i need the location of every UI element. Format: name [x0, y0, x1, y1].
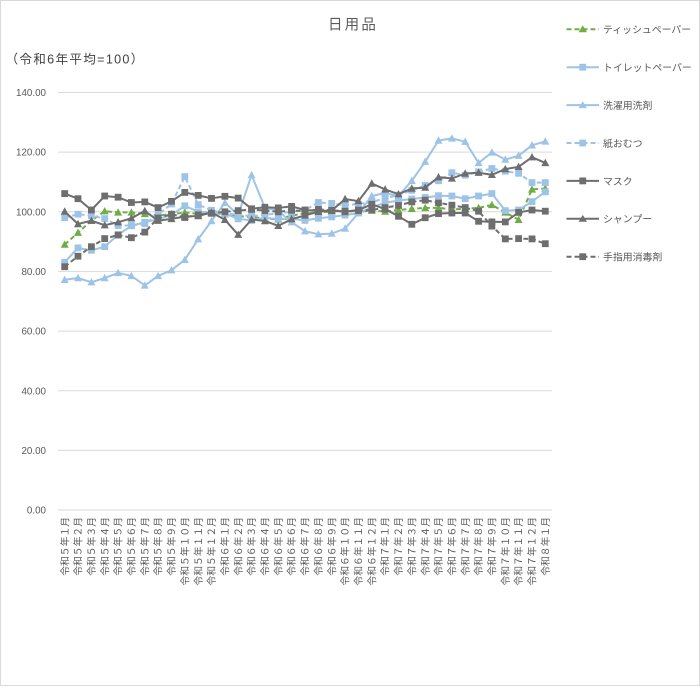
svg-text:令和５年１月: 令和５年１月 [58, 517, 71, 576]
svg-text:令和６年４月: 令和６年４月 [259, 517, 272, 576]
svg-text:令和６年１月: 令和６年１月 [219, 517, 232, 576]
svg-text:令和６年７月: 令和６年７月 [299, 517, 312, 576]
svg-text:令和６年８月: 令和６年８月 [312, 517, 325, 576]
svg-text:令和７年１０月: 令和７年１０月 [499, 517, 512, 586]
svg-text:令和７年４月: 令和７年４月 [419, 517, 432, 576]
svg-text:令和７年８月: 令和７年８月 [472, 517, 485, 576]
svg-text:令和８年１月: 令和８年１月 [539, 517, 552, 576]
svg-text:令和６年３月: 令和６年３月 [245, 517, 258, 576]
svg-text:（令和6年平均=100）: （令和6年平均=100） [6, 53, 145, 67]
svg-text:令和６年２月: 令和６年２月 [232, 517, 245, 576]
svg-text:令和７年２月: 令和７年２月 [392, 517, 405, 576]
svg-text:トイレットペーパー: トイレットペーパー [603, 62, 692, 74]
svg-text:令和６年１１月: 令和６年１１月 [352, 517, 365, 586]
svg-text:令和７年５月: 令和７年５月 [432, 517, 445, 576]
svg-text:ティッシュペーパー: ティッシュペーパー [603, 24, 691, 36]
svg-text:140.00: 140.00 [16, 88, 47, 99]
svg-text:60.00: 60.00 [21, 327, 46, 338]
svg-text:0.00: 0.00 [27, 506, 47, 517]
svg-text:令和６年１２月: 令和６年１２月 [365, 517, 378, 586]
svg-text:令和７年１２月: 令和７年１２月 [526, 517, 539, 586]
svg-text:20.00: 20.00 [21, 446, 46, 457]
svg-text:令和５年７月: 令和５年７月 [138, 517, 151, 576]
svg-text:40.00: 40.00 [21, 386, 46, 397]
svg-text:令和７年３月: 令和７年３月 [405, 517, 418, 576]
svg-text:令和５年１０月: 令和５年１０月 [178, 517, 191, 586]
svg-text:紙おむつ: 紙おむつ [603, 137, 643, 150]
svg-text:80.00: 80.00 [21, 267, 46, 278]
svg-text:日用品: 日用品 [328, 17, 378, 34]
svg-text:令和６年５月: 令和６年５月 [272, 517, 285, 576]
svg-text:令和５年３月: 令和５年３月 [85, 517, 98, 576]
svg-text:令和７年６月: 令和７年６月 [446, 517, 459, 576]
svg-text:令和５年１１月: 令和５年１１月 [192, 517, 205, 586]
svg-text:令和７年１月: 令和７年１月 [379, 517, 392, 576]
svg-text:令和５年６月: 令和５年６月 [125, 517, 138, 576]
svg-text:洗濯用洗剤: 洗濯用洗剤 [603, 99, 653, 112]
svg-text:令和７年１１月: 令和７年１１月 [512, 517, 525, 586]
svg-text:手指用消毒剤: 手指用消毒剤 [603, 251, 662, 264]
svg-text:令和７年７月: 令和７年７月 [459, 517, 472, 576]
svg-text:令和５年４月: 令和５年４月 [98, 517, 111, 576]
svg-text:シャンプー: シャンプー [603, 214, 652, 226]
svg-text:令和６年９月: 令和６年９月 [325, 517, 338, 576]
svg-text:令和５年５月: 令和５年５月 [112, 517, 125, 576]
svg-text:令和７年９月: 令和７年９月 [486, 517, 499, 576]
svg-text:令和５年９月: 令和５年９月 [165, 517, 178, 576]
svg-text:令和６年１０月: 令和６年１０月 [339, 517, 352, 586]
svg-text:100.00: 100.00 [16, 207, 47, 218]
svg-text:令和６年６月: 令和６年６月 [285, 517, 298, 576]
svg-text:マスク: マスク [603, 176, 633, 188]
svg-text:120.00: 120.00 [16, 148, 47, 159]
svg-text:令和５年８月: 令和５年８月 [152, 517, 165, 576]
svg-text:令和５年１２月: 令和５年１２月 [205, 517, 218, 586]
svg-text:令和５年２月: 令和５年２月 [72, 517, 85, 576]
